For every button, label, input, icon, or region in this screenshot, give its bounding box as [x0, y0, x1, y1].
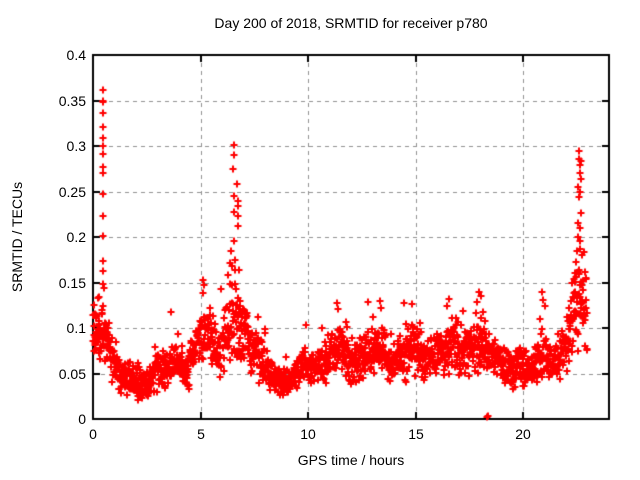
y-tick-label: 0.3	[66, 138, 86, 154]
y-tick-label: 0.4	[66, 47, 86, 63]
y-tick-label: 0.25	[58, 184, 86, 200]
x-tick-label: 5	[197, 426, 205, 442]
y-tick-label: 0.35	[58, 93, 86, 109]
y-tick-label: 0.1	[66, 320, 86, 336]
x-axis-label: GPS time / hours	[297, 452, 405, 468]
x-tick-label: 10	[300, 426, 316, 442]
x-tick-label: 15	[408, 426, 424, 442]
x-tick-label: 20	[515, 426, 531, 442]
y-tick-label: 0.15	[58, 275, 86, 291]
y-tick-label: 0.05	[58, 366, 86, 382]
x-tick-label: 0	[89, 426, 97, 442]
chart-title: Day 200 of 2018, SRMTID for receiver p78…	[214, 15, 488, 31]
y-tick-label: 0	[78, 411, 86, 427]
y-tick-label: 0.2	[66, 229, 86, 245]
